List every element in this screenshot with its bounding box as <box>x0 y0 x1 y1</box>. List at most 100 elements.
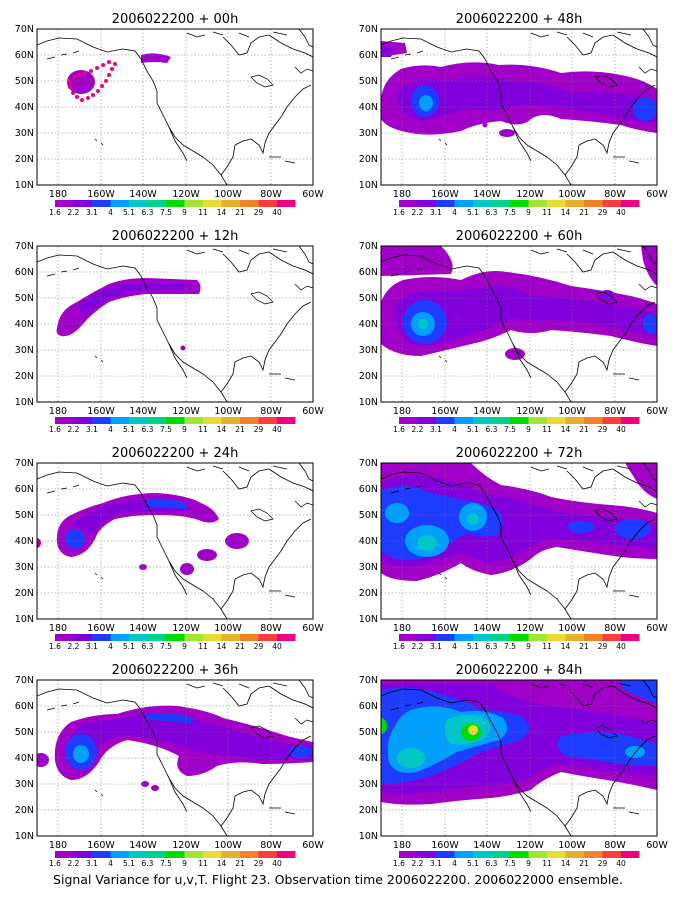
colorbar-swatch <box>584 634 603 641</box>
panel-title: 2006022200 + 00h <box>112 12 239 27</box>
colorbar-label: 21 <box>579 425 589 434</box>
colorbar-label: 3.1 <box>430 425 442 434</box>
colorbar-swatch <box>565 200 584 207</box>
colorbar-swatch <box>240 634 259 641</box>
colorbar-swatch <box>147 634 166 641</box>
colorbar-swatch <box>92 851 111 858</box>
colorbar-swatch <box>510 417 529 424</box>
colorbar-label: 3.1 <box>86 208 98 217</box>
colorbar-label: 21 <box>235 208 245 217</box>
svg-text:10N: 10N <box>359 614 378 625</box>
colorbar-swatch <box>473 417 492 424</box>
svg-text:80W: 80W <box>604 840 626 851</box>
colorbar: 1.6 2.2 3.1 4 5.1 6.3 7.5 9 11 14 21 29 40 <box>49 417 296 434</box>
colorbar-label: 7.5 <box>160 642 172 651</box>
colorbar-label: 14 <box>217 425 227 434</box>
svg-text:120W: 120W <box>172 189 200 200</box>
colorbar-swatch <box>73 417 92 424</box>
colorbar-label: 6.3 <box>486 208 498 217</box>
colorbar-swatch <box>491 417 510 424</box>
colorbar-swatch <box>491 634 510 641</box>
panel-72h: 2006022200 + 72h 70N 60N 50N <box>359 446 669 651</box>
colorbar-label: 11 <box>198 859 208 868</box>
lon-labels: 180 160W 140W 120W 100W 80W 60W <box>393 406 668 417</box>
svg-text:60N: 60N <box>359 484 378 495</box>
colorbar-label: 4 <box>108 208 113 217</box>
plot-frame <box>380 462 658 620</box>
colorbar-label: 14 <box>561 425 571 434</box>
svg-text:180: 180 <box>393 623 411 634</box>
colorbar-swatch <box>184 417 203 424</box>
colorbar-swatch <box>473 200 492 207</box>
panel-00h: 2006022200 + 00h 70N 60N 50N 40N <box>15 12 325 217</box>
lon-labels: 180 160W 140W 120W 100W 80W 60W <box>393 623 668 634</box>
colorbar-label: 29 <box>254 425 264 434</box>
variance-field <box>381 463 657 581</box>
colorbar-label: 11 <box>542 425 552 434</box>
colorbar-swatch <box>258 634 277 641</box>
svg-text:60N: 60N <box>359 701 378 712</box>
colorbar-swatch <box>110 417 129 424</box>
colorbar-swatch <box>258 200 277 207</box>
colorbar-label: 1.6 <box>393 208 405 217</box>
svg-text:140W: 140W <box>473 623 501 634</box>
colorbar-swatch <box>184 851 203 858</box>
plot-frame <box>36 245 314 403</box>
colorbar-swatch <box>277 417 296 424</box>
colorbar-swatch <box>621 417 640 424</box>
lon-labels: 180 160W 140W 120W 100W 80W 60W <box>49 623 324 634</box>
colorbar-label: 21 <box>235 642 245 651</box>
colorbar-swatch <box>454 634 473 641</box>
colorbar-label: 5.1 <box>123 642 135 651</box>
plot-frame <box>36 679 314 837</box>
svg-text:60W: 60W <box>302 189 324 200</box>
colorbar-label: 2.2 <box>68 859 80 868</box>
svg-text:10N: 10N <box>15 614 34 625</box>
colorbar-swatch <box>240 200 259 207</box>
colorbar-swatch <box>73 851 92 858</box>
colorbar-swatch <box>258 851 277 858</box>
colorbar-swatch <box>147 851 166 858</box>
svg-text:140W: 140W <box>129 840 157 851</box>
colorbar-swatch <box>565 417 584 424</box>
svg-text:100W: 100W <box>214 406 242 417</box>
svg-text:180: 180 <box>49 406 67 417</box>
svg-text:60W: 60W <box>646 840 668 851</box>
colorbar-label: 14 <box>217 642 227 651</box>
colorbar-swatch <box>621 634 640 641</box>
svg-text:20N: 20N <box>15 805 34 816</box>
colorbar-swatch <box>602 851 621 858</box>
colorbar-swatch <box>602 417 621 424</box>
lat-labels: 70N 60N 50N 40N 30N 20N 10N <box>15 458 34 625</box>
colorbar-label: 5.1 <box>123 859 135 868</box>
colorbar-swatch <box>510 634 529 641</box>
colorbar-swatch <box>221 417 240 424</box>
colorbar-label: 5.1 <box>123 425 135 434</box>
variance-field <box>381 41 657 137</box>
svg-text:80W: 80W <box>260 840 282 851</box>
panel-12h: 2006022200 + 12h 70N 60N 50N 40N 30N 20N… <box>15 229 325 434</box>
colorbar-label: 21 <box>235 425 245 434</box>
svg-text:80W: 80W <box>604 406 626 417</box>
colorbar-label: 7.5 <box>504 642 516 651</box>
colorbar-label: 40 <box>616 425 626 434</box>
lat-labels: 70N 60N 50N 40N 30N 20N 10N <box>359 241 378 408</box>
svg-text:40N: 40N <box>15 102 34 113</box>
colorbar-label: 4 <box>452 425 457 434</box>
colorbar-label: 14 <box>561 642 571 651</box>
lon-labels: 180 160W 140W 120W 100W 80W 60W <box>49 406 324 417</box>
panel-48h: 2006022200 + 48h 70N 60N 50N 40N 30N <box>359 12 669 217</box>
colorbar-swatch <box>129 200 148 207</box>
lat-labels: 70N 60N 50N 40N 30N 20N 10N <box>15 675 34 842</box>
colorbar-label: 1.6 <box>49 208 61 217</box>
colorbar-swatch <box>454 417 473 424</box>
colorbar-label: 40 <box>616 208 626 217</box>
colorbar-swatch <box>277 200 296 207</box>
colorbar-swatch <box>417 851 436 858</box>
svg-text:120W: 120W <box>172 406 200 417</box>
colorbar-swatch <box>147 417 166 424</box>
colorbar-label: 21 <box>235 859 245 868</box>
colorbar-label: 6.3 <box>142 642 154 651</box>
svg-text:60N: 60N <box>359 267 378 278</box>
svg-text:30N: 30N <box>15 779 34 790</box>
